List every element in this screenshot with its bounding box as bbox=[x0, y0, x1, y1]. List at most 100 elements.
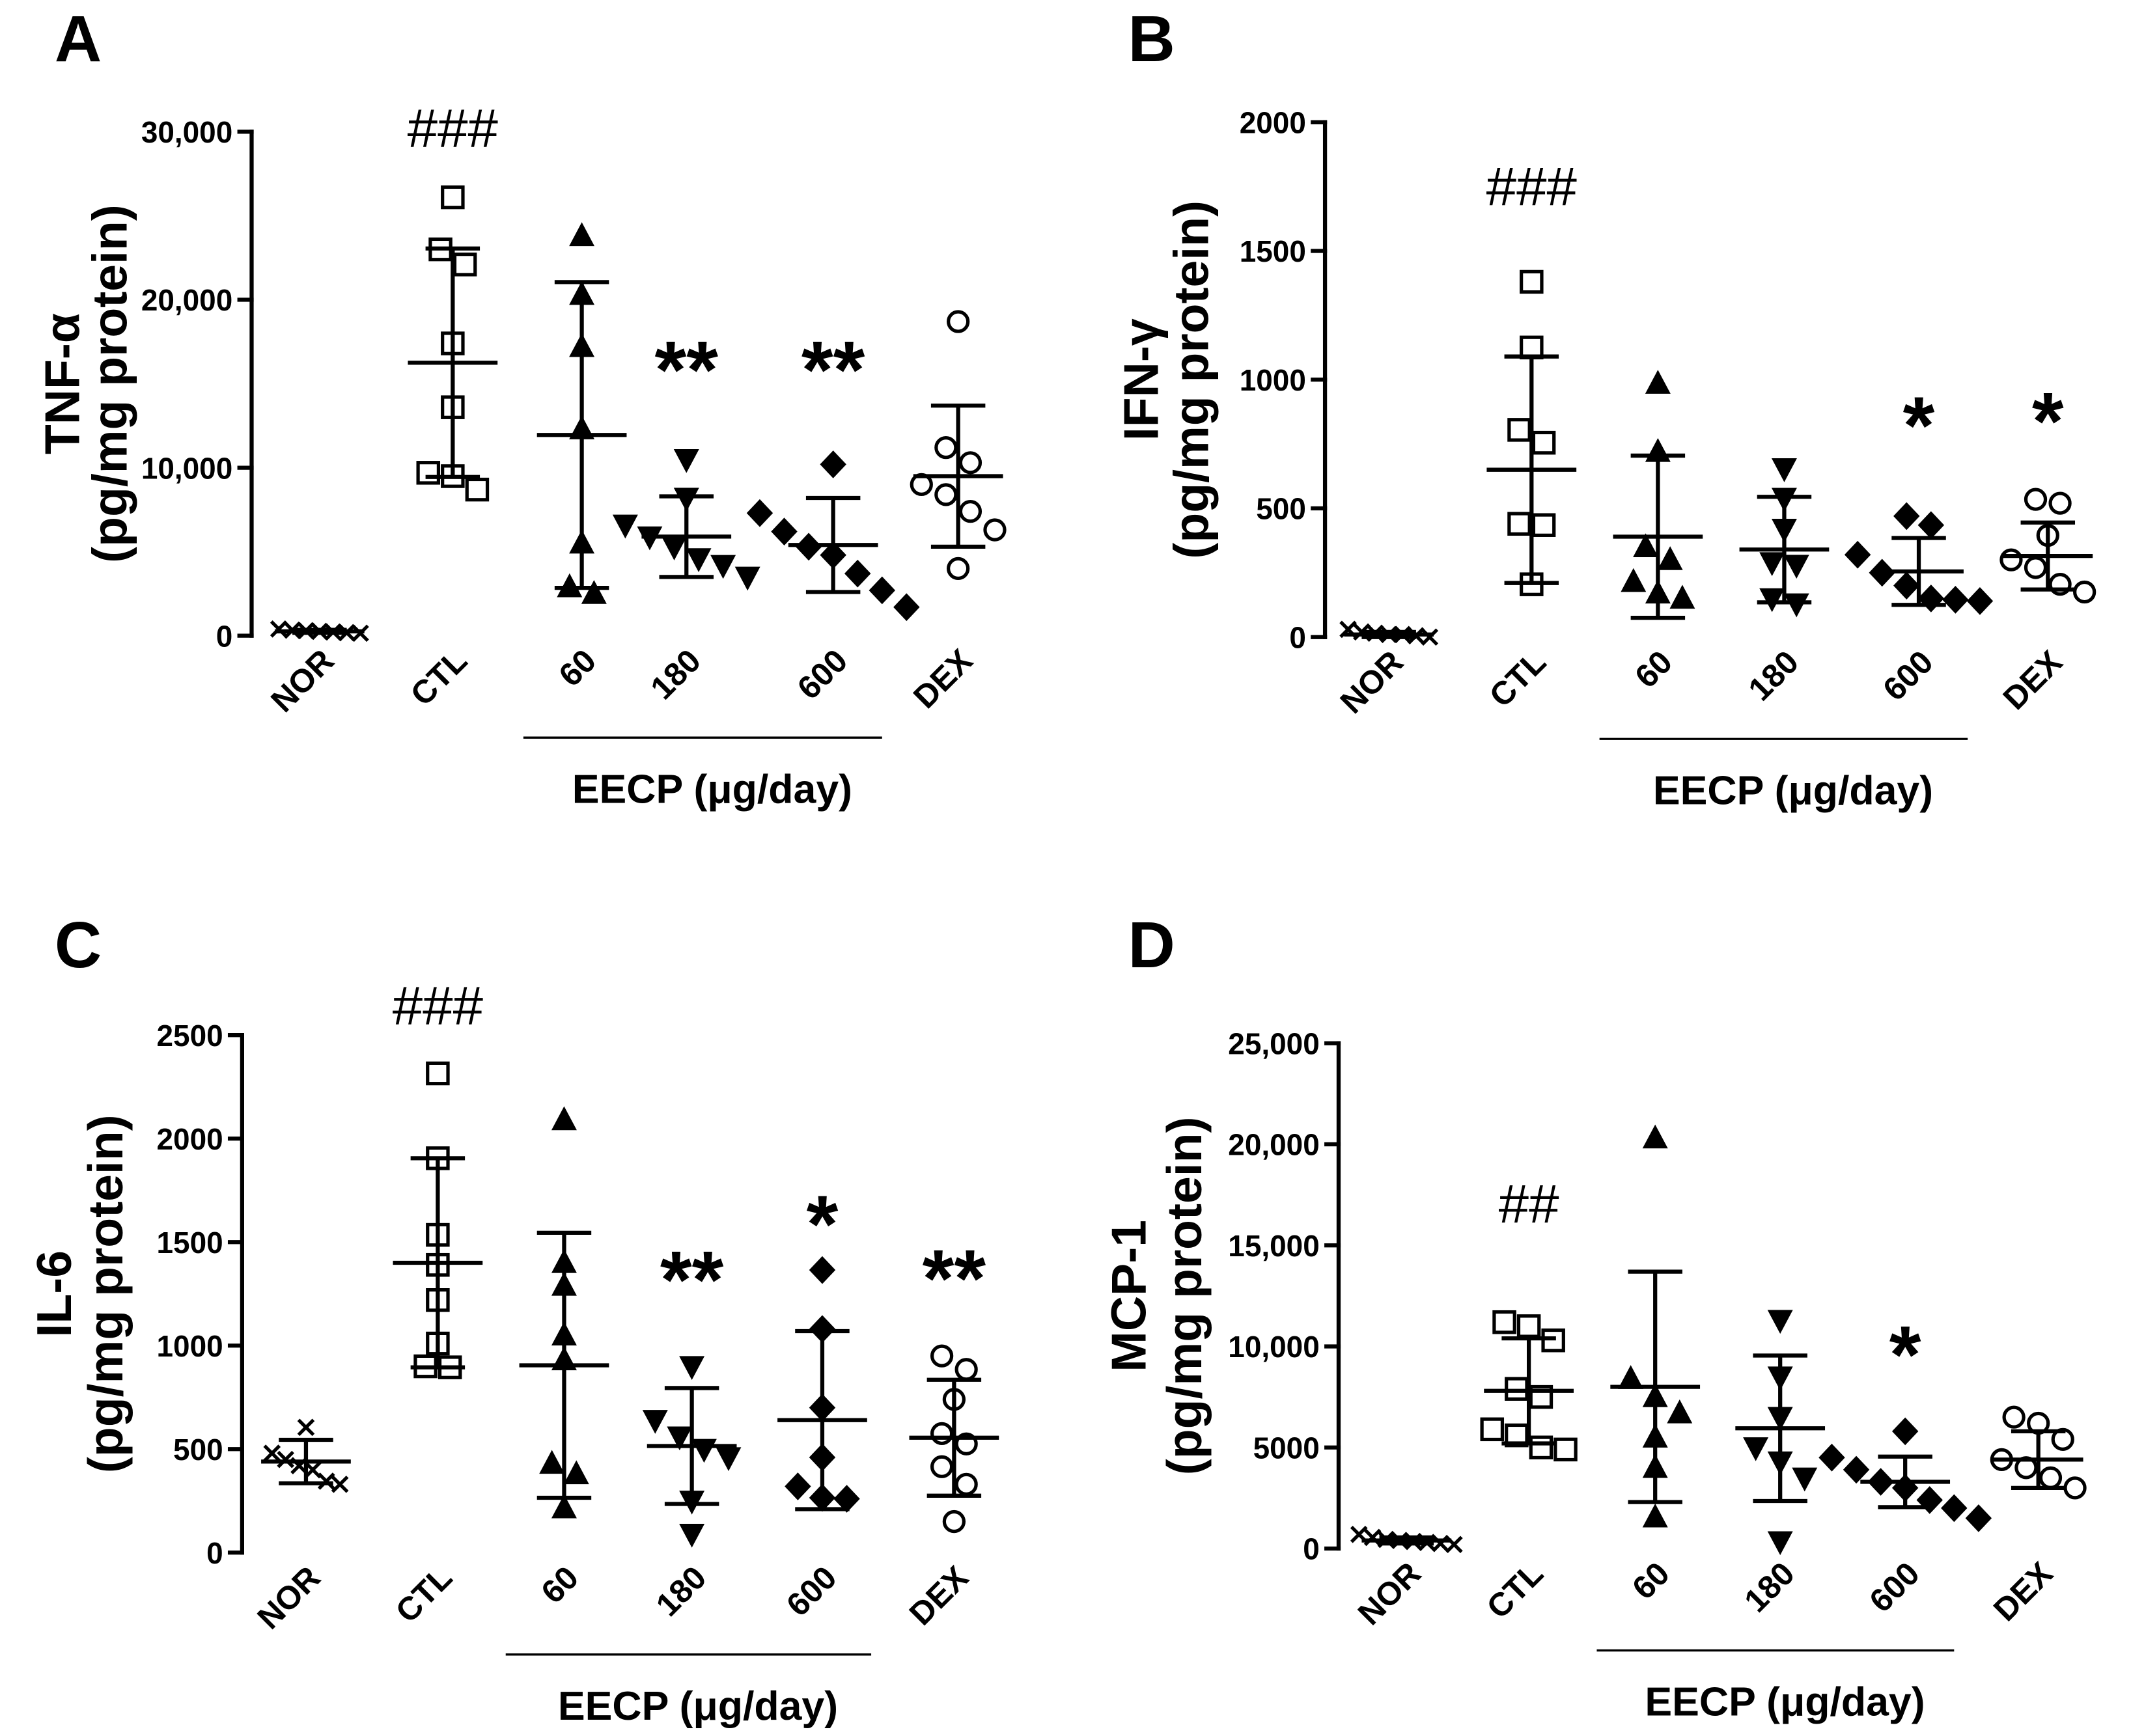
filled-triangle-down-data-point bbox=[1783, 593, 1809, 618]
series-60 bbox=[1613, 370, 1703, 620]
filled-triangle-up-data-point bbox=[1642, 1503, 1668, 1528]
open-circle-data-point bbox=[947, 310, 970, 333]
open-circle-data-point bbox=[930, 1422, 954, 1446]
open-square-data-point bbox=[416, 461, 441, 485]
significance-marker: ** bbox=[655, 324, 719, 415]
series-180 bbox=[1735, 1310, 1826, 1556]
series-180 bbox=[1739, 458, 1830, 618]
filled-triangle-up-data-point bbox=[551, 1494, 577, 1519]
open-circle-data-point bbox=[930, 1344, 954, 1368]
y-axis-label: IFN-γ bbox=[1113, 318, 1168, 441]
y-tick-label: 2500 bbox=[157, 1019, 223, 1053]
y-tick-label: 2000 bbox=[1240, 106, 1306, 140]
filled-triangle-down-data-point bbox=[679, 1356, 705, 1381]
filled-diamond-data-point bbox=[771, 517, 798, 545]
filled-triangle-up-data-point bbox=[1621, 568, 1647, 592]
x-category-label: 180 bbox=[643, 642, 708, 707]
open-square-data-point bbox=[1531, 430, 1556, 455]
x-category-label: 180 bbox=[1737, 1555, 1802, 1619]
x-category-label: NOR bbox=[1333, 644, 1410, 721]
filled-triangle-down-data-point bbox=[710, 555, 736, 579]
x-category-label: CTL bbox=[1479, 1555, 1550, 1625]
filled-diamond-data-point bbox=[1965, 1504, 1992, 1532]
x-category-label: CTL bbox=[1483, 644, 1553, 714]
series-180 bbox=[642, 1356, 742, 1548]
cross-data-point bbox=[1363, 1528, 1382, 1547]
series-60 bbox=[519, 1106, 609, 1519]
y-tick-label: 15,000 bbox=[1228, 1229, 1319, 1263]
filled-diamond-data-point bbox=[893, 593, 920, 622]
open-circle-data-point bbox=[2039, 1466, 2063, 1489]
series-600 bbox=[1818, 1417, 1992, 1532]
filled-triangle-up-data-point bbox=[1657, 546, 1683, 570]
filled-diamond-data-point bbox=[820, 450, 846, 478]
group-bracket-label: EECP (μg/day) bbox=[1653, 767, 1933, 813]
open-circle-data-point bbox=[2073, 580, 2096, 604]
filled-diamond-data-point bbox=[1843, 1455, 1870, 1484]
series-600 bbox=[746, 450, 920, 622]
filled-triangle-down-data-point bbox=[1792, 1467, 1818, 1492]
open-square-data-point bbox=[1507, 512, 1531, 536]
series-dex bbox=[909, 1344, 999, 1534]
filled-triangle-down-data-point bbox=[612, 514, 638, 539]
open-circle-data-point bbox=[934, 483, 958, 506]
significance-marker: * bbox=[1889, 1309, 1921, 1400]
open-circle-data-point bbox=[954, 1358, 978, 1381]
filled-triangle-down-data-point bbox=[1783, 555, 1809, 579]
open-circle-data-point bbox=[2063, 1476, 2087, 1500]
significance-marker: ** bbox=[923, 1233, 986, 1325]
filled-diamond-data-point bbox=[1917, 585, 1945, 613]
filled-triangle-down-data-point bbox=[679, 1524, 705, 1548]
x-category-label: 60 bbox=[1625, 1555, 1677, 1606]
y-tick-label: 20,000 bbox=[141, 283, 232, 317]
cross-data-point bbox=[277, 1450, 294, 1468]
series-nor bbox=[1350, 1525, 1463, 1554]
open-circle-data-point bbox=[954, 1472, 978, 1496]
x-category-label: 180 bbox=[649, 1559, 714, 1623]
filled-diamond-data-point bbox=[1818, 1443, 1845, 1472]
series-ctl bbox=[408, 185, 498, 502]
y-tick-label: 0 bbox=[1289, 620, 1306, 654]
open-circle-data-point bbox=[942, 1509, 966, 1534]
open-square-data-point bbox=[426, 1061, 450, 1086]
filled-diamond-data-point bbox=[1966, 587, 1994, 615]
panel-b: B 0 500 1000 1500 2000 IFN-γ(pg/mg protein) NOR… bbox=[1113, 3, 2096, 813]
x-category-label: CTL bbox=[389, 1559, 459, 1629]
cross-data-point bbox=[1421, 628, 1439, 646]
y-tick-label: 1500 bbox=[157, 1226, 223, 1260]
y-tick-label: 10,000 bbox=[1228, 1330, 1319, 1364]
x-category-label: CTL bbox=[404, 642, 474, 713]
series-nor bbox=[261, 1418, 351, 1493]
filled-triangle-up-data-point bbox=[569, 222, 595, 247]
series-dex bbox=[1999, 488, 2096, 604]
open-circle-data-point bbox=[2048, 491, 2072, 515]
x-category-label: DEX bbox=[1986, 1555, 2059, 1628]
x-category-label: 60 bbox=[534, 1559, 585, 1610]
significance-marker: ### bbox=[1486, 156, 1578, 217]
x-category-label: NOR bbox=[264, 642, 341, 719]
panel-a: A 0 10,000 20,000 30,000 TNF-α(pg/mg protein)… bbox=[35, 3, 1007, 812]
open-square-data-point bbox=[1507, 418, 1531, 442]
y-axis-unit-label: (pg/mg protein) bbox=[1157, 1116, 1212, 1475]
filled-triangle-up-data-point bbox=[551, 1106, 577, 1131]
open-circle-data-point bbox=[1999, 548, 2023, 572]
x-category-label: 60 bbox=[1628, 644, 1679, 695]
y-tick-label: 20,000 bbox=[1228, 1128, 1319, 1162]
y-axis-unit-label: (pg/mg protein) bbox=[82, 204, 137, 563]
open-circle-data-point bbox=[2024, 556, 2048, 579]
y-tick-label: 25,000 bbox=[1228, 1026, 1319, 1060]
filled-triangle-down-data-point bbox=[734, 566, 760, 591]
series-dex bbox=[1990, 1405, 2087, 1500]
x-category-label: DEX bbox=[906, 642, 979, 715]
series-nor bbox=[1339, 620, 1439, 646]
filled-triangle-down-data-point bbox=[1759, 588, 1785, 613]
open-square-data-point bbox=[1516, 1314, 1541, 1338]
panel-letter: A bbox=[55, 3, 102, 76]
series-600 bbox=[777, 1256, 867, 1513]
y-tick-label: 2000 bbox=[157, 1122, 223, 1156]
x-category-label: NOR bbox=[250, 1559, 327, 1636]
y-axis-label: MCP-1 bbox=[1102, 1220, 1156, 1372]
x-category-label: 180 bbox=[1742, 644, 1806, 708]
panel-c: C 0 500 1000 1500 2000 2500 IL-6(pg/mg protein)… bbox=[27, 909, 999, 1729]
